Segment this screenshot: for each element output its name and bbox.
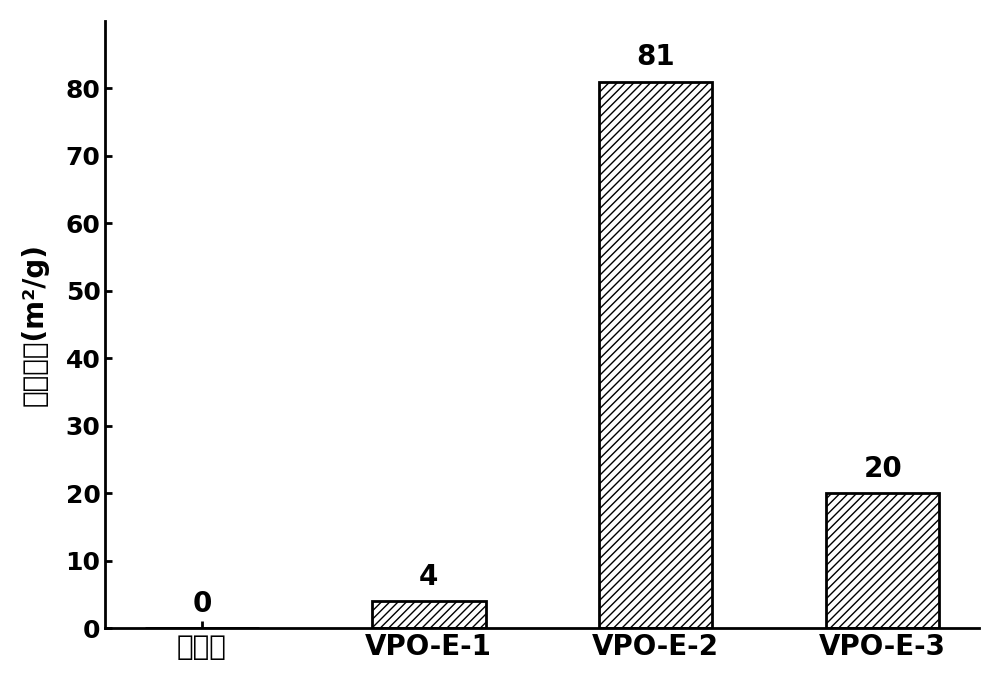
Text: 20: 20: [863, 455, 902, 483]
Text: 81: 81: [636, 44, 675, 72]
Bar: [826, 493, 939, 628]
Bar: [599, 82, 712, 628]
Text: 0: 0: [192, 590, 212, 618]
Text: 4: 4: [419, 563, 438, 591]
Bar: [372, 602, 486, 628]
Y-axis label: 比表面积(m²/g): 比表面积(m²/g): [21, 243, 49, 406]
